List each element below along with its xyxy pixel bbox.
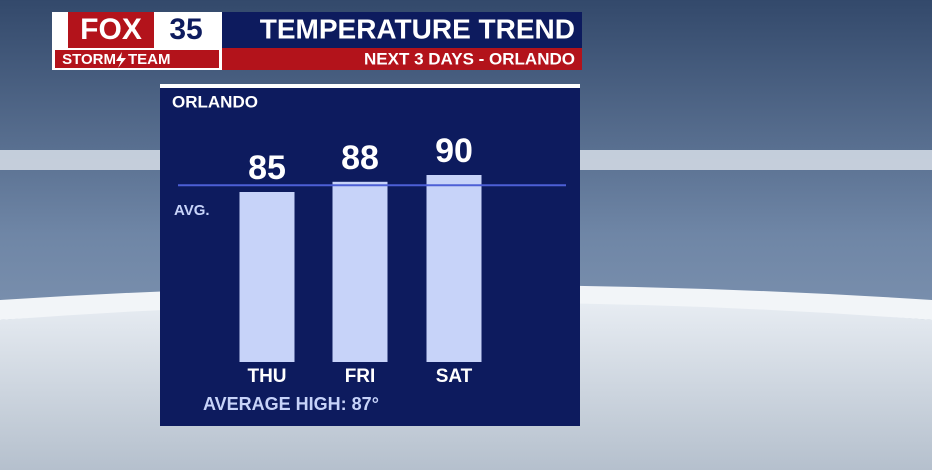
average-text: AVERAGE HIGH: 87° (203, 394, 379, 414)
value-label: 90 (435, 132, 473, 170)
chart-title: TEMPERATURE TREND (260, 13, 575, 44)
logo-channel: 35 (169, 13, 202, 46)
logo-team-bar (55, 50, 219, 68)
logo-team-left: STORM (62, 51, 116, 68)
value-label: 88 (341, 139, 379, 177)
bar (332, 181, 388, 362)
x-tick-label: FRI (345, 366, 376, 387)
value-label: 85 (248, 149, 286, 187)
bolt (116, 52, 126, 68)
x-tick-label: THU (247, 366, 286, 387)
chart-subtitle: NEXT 3 DAYS - ORLANDO (364, 49, 575, 68)
logo-team-right: TEAM (128, 51, 171, 68)
subtitle-bar (222, 48, 582, 70)
location: ORLANDO (172, 92, 258, 111)
bar (239, 192, 295, 362)
logo-red (68, 12, 154, 48)
bar (426, 175, 482, 362)
logo-network: FOX (80, 13, 142, 46)
x-tick-label: SAT (436, 366, 473, 387)
avg-label: AVG. (174, 202, 210, 219)
title-bar (222, 12, 582, 48)
panel-top (160, 84, 580, 88)
